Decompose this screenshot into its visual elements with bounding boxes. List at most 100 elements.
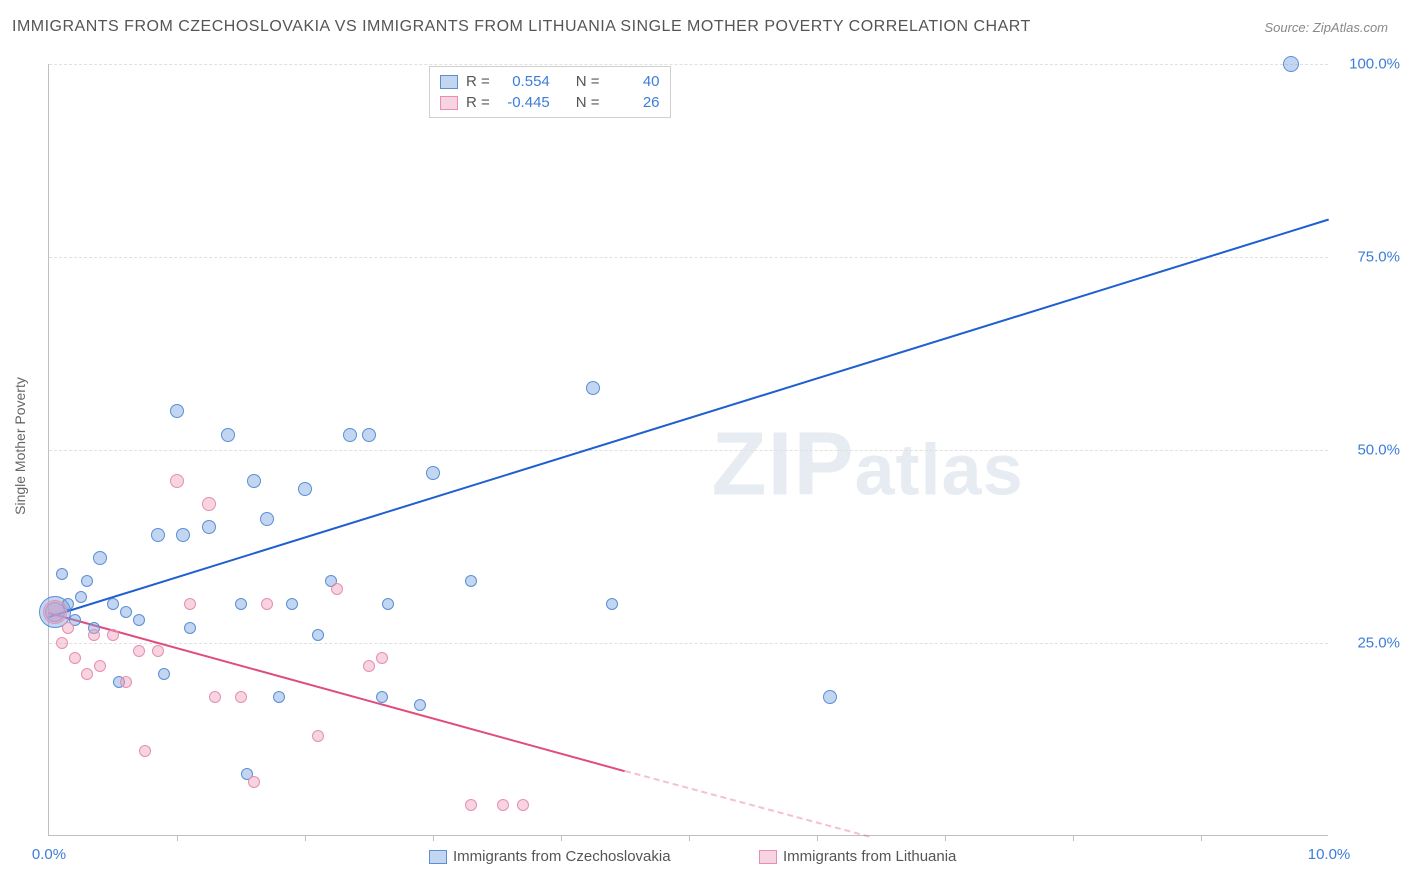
x-minor-tick	[817, 835, 818, 841]
data-point	[81, 668, 93, 680]
data-point	[56, 637, 68, 649]
x-minor-tick	[1201, 835, 1202, 841]
data-point	[107, 598, 119, 610]
stats-r-label: R =	[466, 73, 490, 90]
data-point	[120, 606, 132, 618]
legend-label-series2: Immigrants from Lithuania	[783, 848, 956, 865]
legend-label-series1: Immigrants from Czechoslovakia	[453, 848, 671, 865]
data-point	[158, 668, 170, 680]
x-tick-label: 0.0%	[32, 846, 66, 863]
legend-swatch-series1	[429, 850, 447, 864]
data-point	[331, 583, 343, 595]
trend-line	[49, 218, 1330, 617]
data-point	[248, 776, 260, 788]
watermark: ZIPatlas	[711, 413, 1023, 516]
data-point	[376, 691, 388, 703]
grid-h	[49, 64, 1328, 65]
data-point	[209, 691, 221, 703]
data-point	[133, 614, 145, 626]
stats-r-value-1: 0.554	[498, 73, 550, 90]
trend-line	[625, 770, 870, 838]
grid-h	[49, 257, 1328, 258]
data-point	[184, 598, 196, 610]
data-point	[88, 629, 100, 641]
stats-r-value-2: -0.445	[498, 94, 550, 111]
data-point	[170, 474, 184, 488]
x-tick-label: 10.0%	[1308, 846, 1351, 863]
data-point	[260, 512, 274, 526]
data-point	[133, 645, 145, 657]
data-point	[94, 660, 106, 672]
y-tick-label: 100.0%	[1340, 56, 1400, 73]
data-point	[107, 629, 119, 641]
data-point	[81, 575, 93, 587]
trend-line	[49, 612, 626, 772]
data-point	[202, 520, 216, 534]
data-point	[1283, 56, 1299, 72]
stats-r-label: R =	[466, 94, 490, 111]
data-point	[382, 598, 394, 610]
y-tick-label: 75.0%	[1340, 249, 1400, 266]
legend-series1: Immigrants from Czechoslovakia	[429, 848, 671, 865]
data-point	[93, 551, 107, 565]
x-minor-tick	[689, 835, 690, 841]
stats-n-value-1: 40	[608, 73, 660, 90]
data-point	[586, 381, 600, 395]
data-point	[152, 645, 164, 657]
data-point	[517, 799, 529, 811]
data-point	[362, 428, 376, 442]
stats-n-value-2: 26	[608, 94, 660, 111]
stats-row-series2: R = -0.445 N = 26	[440, 92, 660, 113]
data-point	[298, 482, 312, 496]
data-point	[465, 575, 477, 587]
x-minor-tick	[1073, 835, 1074, 841]
plot-area: ZIPatlas R = 0.554 N = 40 R = -0.445 N =…	[48, 64, 1328, 836]
data-point	[414, 699, 426, 711]
watermark-rest: atlas	[855, 430, 1024, 510]
legend-swatch-series2	[759, 850, 777, 864]
y-axis-label: Single Mother Poverty	[12, 346, 28, 546]
data-point	[261, 598, 273, 610]
data-point	[62, 622, 74, 634]
data-point	[120, 676, 132, 688]
x-minor-tick	[945, 835, 946, 841]
stats-swatch-series1	[440, 75, 458, 89]
data-point	[363, 660, 375, 672]
y-tick-label: 25.0%	[1340, 635, 1400, 652]
data-point	[235, 598, 247, 610]
data-point	[465, 799, 477, 811]
y-tick-label: 50.0%	[1340, 442, 1400, 459]
data-point	[56, 568, 68, 580]
data-point	[184, 622, 196, 634]
data-point	[823, 690, 837, 704]
stats-n-label: N =	[576, 73, 600, 90]
data-point	[43, 600, 67, 624]
data-point	[170, 404, 184, 418]
data-point	[426, 466, 440, 480]
data-point	[235, 691, 247, 703]
data-point	[312, 629, 324, 641]
data-point	[312, 730, 324, 742]
data-point	[273, 691, 285, 703]
stats-row-series1: R = 0.554 N = 40	[440, 71, 660, 92]
data-point	[176, 528, 190, 542]
data-point	[75, 591, 87, 603]
data-point	[376, 652, 388, 664]
correlation-stats-box: R = 0.554 N = 40 R = -0.445 N = 26	[429, 66, 671, 118]
legend-series2: Immigrants from Lithuania	[759, 848, 956, 865]
x-minor-tick	[561, 835, 562, 841]
stats-swatch-series2	[440, 96, 458, 110]
data-point	[139, 745, 151, 757]
data-point	[69, 652, 81, 664]
data-point	[286, 598, 298, 610]
chart-title: IMMIGRANTS FROM CZECHOSLOVAKIA VS IMMIGR…	[12, 18, 1031, 36]
data-point	[221, 428, 235, 442]
data-point	[247, 474, 261, 488]
watermark-lead: ZIP	[711, 414, 854, 514]
data-point	[202, 497, 216, 511]
x-minor-tick	[433, 835, 434, 841]
data-point	[497, 799, 509, 811]
data-point	[151, 528, 165, 542]
x-minor-tick	[305, 835, 306, 841]
grid-h	[49, 450, 1328, 451]
